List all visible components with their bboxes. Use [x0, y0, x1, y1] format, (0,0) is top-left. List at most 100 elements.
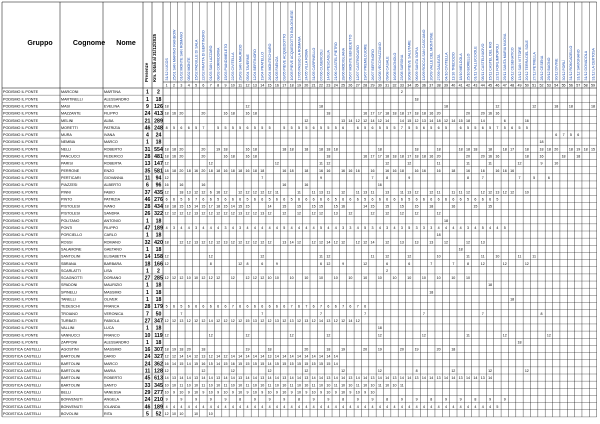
event-column-header[interactable]: 20/09 VALLE DEL MONTONE	[430, 32, 434, 81]
header-cognome[interactable]: Cognome	[73, 40, 105, 47]
event-column-header[interactable]: 06/12 CESENATICO	[510, 47, 514, 80]
event-column-header[interactable]: 15/02 PADULLE DI SALA	[194, 39, 198, 80]
table-row[interactable]: PODISMO IL PONTE PERRONE ENZO 35 581 18 18 20 18…	[3, 168, 514, 174]
table-row[interactable]: PODISMO IL PONTE MURA IVANA 4 24 6 7 5 6	[3, 133, 579, 139]
table-row[interactable]: PODISTICA CASTELLI BONVENUTI IOLANDA 46 189 4…	[3, 404, 498, 410]
table-row[interactable]: PODISMO IL PONTE MARCONI MARTINA 1 2 2	[3, 90, 403, 96]
event-column-header[interactable]: 01/03 SAN LAZZARO	[209, 45, 213, 80]
table-row[interactable]: PODISMO IL PONTE TROIANO VERONICA 7 50 7 7 7 7 7 7…	[3, 311, 543, 317]
event-column-header[interactable]: 12/04 BERTINORO	[253, 49, 257, 80]
event-column-header[interactable]: 08/11 CASTELNUOVO	[481, 43, 485, 80]
event-column-header[interactable]: 30/12 DIVINE	[555, 58, 559, 81]
event-column-header[interactable]: 06/09 SANTA SOFIA	[415, 47, 419, 81]
table-row[interactable]: PODISMO IL PONTE SBRANA BARBARA 18 166 12 8 12 8…	[3, 261, 529, 267]
header-km-totali[interactable]: Km. totali al 31/12/2025	[152, 33, 157, 82]
table-row[interactable]: PODISMO IL PONTE POLITANO ANTONIO 1 18 18	[3, 218, 448, 224]
event-column-header[interactable]: 31/12 DOVADOLA	[584, 50, 588, 80]
event-column-header[interactable]: 28/06 MODIGLIANA	[341, 47, 345, 80]
event-column-header[interactable]: 02/08 VECCHIAZZANO	[378, 42, 382, 80]
event-column-header[interactable]: 16/08 BAGNOLO	[393, 53, 397, 81]
table-row[interactable]: PODISMO IL PONTE PISTOLESI SANDRA 26 322 12 12…	[3, 211, 441, 217]
event-column-header[interactable]: 09/08 CASALE	[385, 56, 389, 81]
event-column-header[interactable]: 04/10 CIVITELLA	[444, 52, 448, 81]
event-column-header[interactable]: 30/12 FORLÌ	[562, 60, 566, 81]
table-row[interactable]: PODISMO IL PONTE PORCIELLO CARLO 1 18 18	[3, 233, 441, 239]
table-row[interactable]: PODISMO IL PONTE TURBATI FABIOLA 27 347 12 12 1…	[3, 318, 360, 324]
event-column-header[interactable]: 17/05 PASSO LA ROMANA	[297, 36, 301, 81]
event-column-header[interactable]: 11/10 TREDOZIO	[452, 52, 456, 80]
event-column-header[interactable]: 27/09 GALEATA	[437, 54, 441, 81]
table-row[interactable]: PODISMO IL PONTE PINTO PATRIZIA 46 276 6 6 5 6 7 6…	[3, 197, 498, 203]
table-row[interactable]: PODISMO IL PONTE PONTI FILIPPO 47 189 4 3 4 4 3 4 4…	[3, 226, 506, 232]
table-row[interactable]: PODISTICA CASTELLI BARTOLINI MARCO 24 362 16 1…	[3, 361, 338, 367]
event-column-header[interactable]: 21/06 CASTEL PIETRO	[334, 42, 338, 80]
table-row[interactable]: PODISTICA CASTELLI BELLI VANESSA 29 277 10 9 10…	[3, 390, 374, 396]
table-row[interactable]: PODISMO IL PONTE SPADONI MAURIZIO 1 18 18	[3, 283, 492, 289]
table-row[interactable]: PODISMO IL PONTE ROSSI ROMANO 32 420 18 12 12 13…	[3, 240, 485, 246]
event-column-header[interactable]: 19/07 PREMILCUORE	[363, 44, 367, 81]
table-row[interactable]: PODISMO IL PONTE MELINI ALBA 21 289 12 13 14 12 1…	[3, 118, 529, 124]
event-column-header[interactable]: 31/12 LA CERTOSA	[591, 47, 595, 80]
table-row[interactable]: PODISTICA CASTELLI BARTOLINI SANTO 33 345 10 1…	[3, 383, 404, 389]
event-column-header[interactable]: 25/10 BORELLO	[466, 53, 470, 80]
table-row[interactable]: PODISTICA CASTELLI BONVENUTI ANGELA 24 210 9 9…	[3, 397, 506, 403]
event-column-header[interactable]: 15/03 PIANDIMELETO	[224, 44, 228, 81]
table-row[interactable]: PODISMO IL PONTE MAZZANTE FILIPPO 24 413 18 16…	[3, 111, 499, 117]
event-column-header[interactable]: 29/03 SAN MAURIZIO	[238, 44, 242, 80]
event-column-header[interactable]: 22/03 CIVITELLA	[231, 52, 235, 81]
event-column-header[interactable]: 13/12 SAN VITTORE	[518, 46, 522, 80]
event-column-header[interactable]: 29/11 SANTA MARIA NUOVA	[503, 33, 507, 81]
table-row[interactable]: PODISMO IL PONTE SANTOLINI ELISABETTA 14 158…	[3, 254, 536, 260]
event-column-header[interactable]: 25/01 SAN MARINO RAINBOW	[172, 29, 176, 81]
table-row[interactable]: PODISMO IL PONTE PERTICARI GIOVANNA 11 94 12 7…	[3, 175, 550, 181]
event-column-header[interactable]: 15/11 CASTEL DEL RIO	[488, 41, 492, 80]
table-row[interactable]: PODISMO IL PONTE TEDESCHI FRANCA 28 179 5 6 5 6 6…	[3, 304, 366, 310]
event-column-header[interactable]: 07/06 CUSERCOLI	[319, 50, 323, 81]
event-column-header[interactable]: 10/05 PIEVE ACQUEDOTTO BOLOGNESE	[290, 10, 294, 81]
event-column-header[interactable]: 08/03 CORRIDORIA	[216, 47, 220, 81]
event-column-header[interactable]: 28/12 CESENA	[540, 55, 544, 80]
table-row[interactable]: PODISMO IL PONTE MARTINELLI ALESSANDRO 1 18 1…	[3, 97, 419, 103]
table-row[interactable]: PODISTICA CASTELLI AGOSTINI MASSIMO 16 307 18…	[3, 347, 455, 353]
event-column-header[interactable]: 26/04 MONTECHIARO	[268, 43, 272, 80]
event-column-header[interactable]: 19/04 PRATELLO	[261, 52, 265, 81]
event-column-header[interactable]: 29/12 BAGNO	[547, 57, 551, 80]
table-row[interactable]: PODISMO IL PONTE SCARLATTI LISA 1 2 2	[3, 268, 388, 274]
event-column-header[interactable]: 31/12 SAVIGNANO	[577, 49, 581, 80]
event-column-header[interactable]: 30/08 PIEVE SALUTARE	[408, 40, 412, 81]
event-column-header[interactable]: 05/04 TAVERNE	[246, 54, 250, 81]
table-row[interactable]: PODISTICA CASTELLI BARTOLINI MARIA 11 128 12 1…	[3, 369, 529, 375]
header-nome[interactable]: Nome	[116, 40, 136, 47]
event-column-header[interactable]: 22/11 FORLIMPOPOLI	[496, 44, 500, 81]
table-row[interactable]: PODISMO IL PONTE VANNUCCI FRANCO 10 119 12 12 1…	[3, 333, 551, 339]
table-row[interactable]: PODISMO IL PONTE VALLINI LUCA 1 18 18	[3, 326, 382, 332]
header-gruppo[interactable]: Gruppo	[27, 40, 52, 47]
table-row[interactable]: PODISMO IL PONTE MORETTI PATRIZIA 46 248 8 5 6 6…	[3, 125, 528, 131]
event-column-header[interactable]: 01/11 VALLUCCIOLE	[474, 46, 478, 81]
table-row[interactable]: PODISTICA CASTELLI BARTOLINI DARIO 24 327 12 1…	[3, 354, 338, 360]
table-row[interactable]: PODISTICA CASTELLI BARTOLINI ROBERTO 45 613 1…	[3, 376, 492, 382]
event-column-header[interactable]: 08/02 MONTE	[187, 57, 191, 81]
event-column-header[interactable]: 03/05 PIEVE ACQUEDOTTO	[283, 34, 287, 81]
event-column-header[interactable]: 05/07 MONTE BENEDETTO	[349, 34, 353, 80]
event-column-header[interactable]: 20/12 TERRA DEL SOLE	[525, 40, 529, 81]
event-column-header[interactable]: 18/10 MELDOLA	[459, 53, 463, 81]
table-row[interactable]: PODISMO IL PONTE TANELLI OLIVER 1 18 18	[3, 297, 514, 303]
event-column-header[interactable]: 31/12 LUCOS	[165, 58, 169, 81]
table-row[interactable]: PODISMO IL PONTE PISTOLESI IVANO 28 434 18 18 1…	[3, 204, 492, 210]
event-column-header[interactable]: 01/02 MONTE SAN ROMANO	[180, 32, 184, 81]
event-column-header[interactable]: 14/06 PESCAGLIA	[327, 50, 331, 81]
event-column-header[interactable]: 01/05 FAENZA	[275, 56, 279, 81]
event-column-header[interactable]: 13/09 ROCCA SAN CASCIANO	[422, 29, 426, 80]
table-row[interactable]: PODISMO IL PONTE PANCUCCI FEDERICO 28 481 18 1…	[3, 154, 580, 160]
table-row[interactable]: PODISMO IL PONTE MASI EVELINA 9 126 18 12 18 18 1…	[3, 104, 595, 110]
table-row[interactable]: PODISMO IL PONTE SALAMONE GAETANO 1 18 18	[3, 247, 463, 253]
event-column-header[interactable]: 22/02 FRATTA DI BERTINORO	[202, 30, 206, 80]
header-presenze[interactable]: Presenze	[144, 62, 149, 82]
event-column-header[interactable]: 31/12 RONCADELLO	[569, 46, 573, 81]
event-column-header[interactable]: 23/08 SARSINA	[400, 54, 404, 80]
table-row[interactable]: PODISMO IL PONTE PINNI FABIO 37 435 12 18 13 12 1…	[3, 190, 529, 196]
table-row[interactable]: PODISMO IL PONTE ZAPPONI ALESSANDRO 1 18 18	[3, 340, 521, 346]
event-column-header[interactable]: 24/05 VILLA ROMA	[305, 49, 309, 81]
table-row[interactable]: PODISTICA CASTELLI BOVOLINI RITA 5 52 12 10 10 1…	[3, 411, 213, 417]
